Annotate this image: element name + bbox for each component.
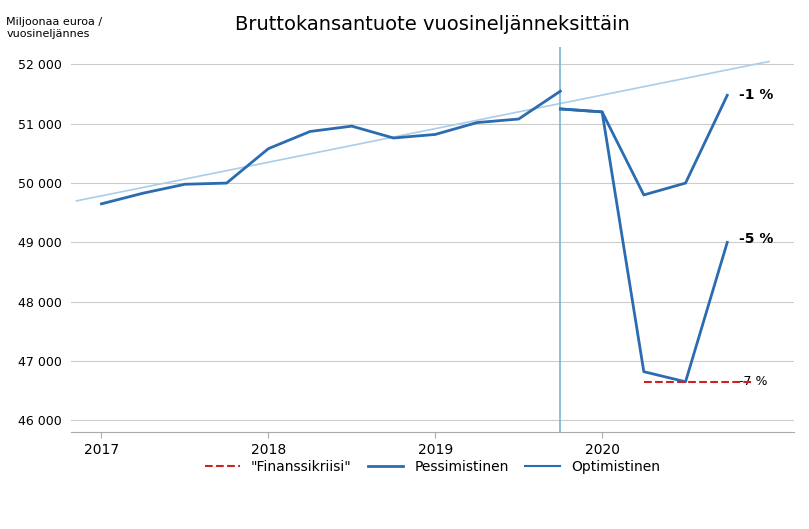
Text: Miljoonaa euroa /
vuosineljännes: Miljoonaa euroa / vuosineljännes: [6, 17, 103, 39]
Title: Bruttokansantuote vuosineljänneksittäin: Bruttokansantuote vuosineljänneksittäin: [235, 15, 630, 34]
Text: -1 %: -1 %: [739, 88, 773, 102]
Legend: "Finanssikriisi", Pessimistinen, Optimistinen: "Finanssikriisi", Pessimistinen, Optimis…: [200, 454, 666, 479]
Text: -7 %: -7 %: [739, 375, 768, 388]
Text: -5 %: -5 %: [739, 232, 773, 247]
